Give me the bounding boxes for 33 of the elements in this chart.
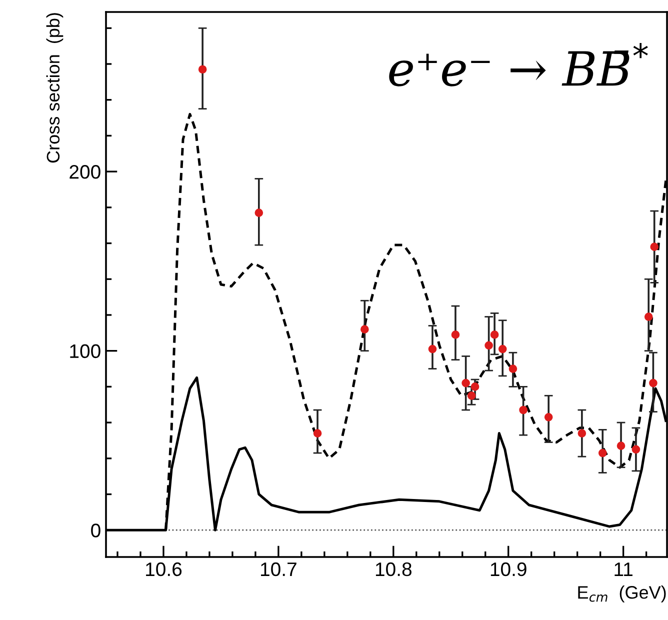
point <box>428 344 437 354</box>
point <box>462 378 470 388</box>
point <box>508 364 518 373</box>
point <box>644 312 653 321</box>
x-tick-label: 10.6 <box>146 562 182 576</box>
y-tick-label: 0 <box>91 524 100 538</box>
x-tick-label: 10.9 <box>490 562 526 576</box>
point <box>649 378 658 388</box>
point <box>490 330 499 339</box>
point <box>198 65 207 74</box>
point <box>484 341 493 350</box>
point <box>650 242 659 252</box>
point <box>360 325 369 334</box>
point <box>254 208 264 217</box>
point <box>632 445 640 454</box>
y-axis-title: Cross section (pb) <box>46 13 64 163</box>
point <box>544 412 553 422</box>
x-tick-label: 10.8 <box>376 562 412 576</box>
point <box>467 391 476 400</box>
point <box>498 344 507 354</box>
point <box>451 330 460 339</box>
point <box>519 406 528 414</box>
point <box>470 382 480 391</box>
x-axis-title: E$_{cm}$ (GeV) <box>578 586 666 602</box>
point <box>578 429 586 438</box>
point <box>598 448 607 458</box>
x-tick-label: 10.7 <box>261 562 296 576</box>
point <box>616 442 626 450</box>
y-tick-label: 100 <box>70 344 100 358</box>
x-tick-label: 11 <box>614 562 632 576</box>
annotation: e⁺e⁻ → BB̄$^{*}$ <box>389 43 648 86</box>
point <box>313 429 322 438</box>
y-tick-label: 200 <box>70 165 100 179</box>
